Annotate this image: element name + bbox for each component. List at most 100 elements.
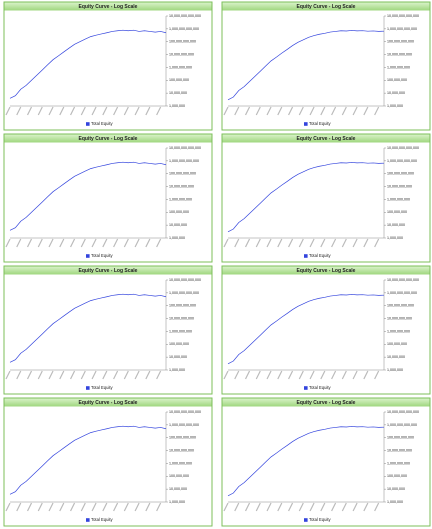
x-tick [255,238,261,248]
x-tick [309,370,315,380]
x-tick [156,238,162,248]
y-tick-label: 10,000,000 [387,487,405,491]
legend-swatch [86,386,90,390]
x-tick [255,370,261,380]
y-tick-label: 100,000,000 [169,342,189,346]
panel [221,265,431,395]
equity-line [9,293,167,363]
x-tick [134,238,140,248]
x-tick [374,238,380,248]
x-tick [37,370,43,380]
equity-line [9,29,167,99]
x-tick [288,502,294,512]
y-tick-label: 1,000,000,000,000 [169,423,199,427]
legend-label: Total Equity [91,385,114,390]
legend-swatch [86,254,90,258]
x-tick [352,502,358,512]
y-tick-label: 1,000,000,000,000 [169,159,199,163]
x-tick [255,106,261,116]
legend-label: Total Equity [91,253,114,258]
y-tick-label: 10,000,000 [387,91,405,95]
y-tick-label: 10,000,000,000,000 [169,278,201,282]
x-tick [298,370,304,380]
x-tick [277,106,283,116]
x-tick [91,370,97,380]
y-tick-label: 1,000,000,000 [169,329,192,333]
panel [3,133,213,263]
x-tick [288,370,294,380]
x-tick [113,370,119,380]
x-tick [244,502,251,512]
y-tick-label: 100,000,000 [387,342,407,346]
title-bar [4,134,212,143]
x-tick [59,238,65,248]
x-tick [91,106,97,116]
x-tick [266,106,272,116]
legend-label: Total Equity [309,253,332,258]
y-tick-label: 10,000,000 [387,223,405,227]
panel [3,397,213,527]
x-tick [156,502,162,512]
y-tick-label: 1,000,000 [169,368,185,372]
x-tick [234,370,240,380]
x-tick [91,238,97,248]
chart-title: Equity Curve - Log Scale [79,4,138,10]
legend-label: Total Equity [91,517,114,522]
legend-label: Total Equity [309,385,332,390]
x-tick [277,502,283,512]
chart-title: Equity Curve - Log Scale [297,136,356,142]
x-tick [145,238,151,248]
x-tick [156,370,162,380]
equity-line [227,294,385,365]
y-tick-label: 100,000,000,000 [387,436,414,440]
x-tick [341,106,347,116]
y-tick-label: 10,000,000,000 [387,53,412,57]
y-tick-label: 1,000,000,000,000 [387,291,417,295]
x-tick [309,106,315,116]
x-tick [298,238,304,248]
y-tick-label: 1,000,000,000 [387,197,410,201]
x-tick [266,502,272,512]
equity-line [9,425,167,495]
legend-label: Total Equity [309,517,332,522]
x-tick [70,370,76,380]
x-tick [223,238,229,248]
x-tick [59,370,65,380]
y-tick-label: 10,000,000 [169,355,187,359]
y-tick-label: 100,000,000,000 [169,172,196,176]
x-tick [134,370,140,380]
x-tick [16,106,22,116]
y-tick-label: 10,000,000,000 [169,53,194,57]
y-tick-label: 10,000,000,000 [387,317,412,321]
x-tick [244,370,251,380]
x-tick [244,106,251,116]
x-tick [363,370,369,380]
x-tick [320,106,326,116]
x-tick [113,502,119,512]
x-tick [123,238,129,248]
y-tick-label: 1,000,000 [169,236,185,240]
y-tick-label: 1,000,000 [169,104,185,108]
x-tick [255,502,261,512]
x-tick [363,238,369,248]
x-tick [266,238,272,248]
legend-swatch [304,122,308,126]
y-tick-label: 100,000,000 [387,210,407,214]
y-tick-label: 10,000,000,000 [387,449,412,453]
x-tick [331,370,337,380]
x-tick [37,238,43,248]
x-tick [102,502,108,512]
x-tick [331,106,337,116]
panel [221,133,431,263]
y-tick-label: 10,000,000,000,000 [169,14,201,18]
y-tick-label: 10,000,000,000 [169,317,194,321]
x-tick [223,370,229,380]
x-tick [331,502,337,512]
x-tick [223,106,229,116]
x-tick [26,502,33,512]
title-bar [222,266,430,275]
y-tick-label: 1,000,000,000 [387,329,410,333]
y-tick-label: 100,000,000,000 [169,436,196,440]
equity-line [9,161,167,231]
y-tick-label: 1,000,000 [387,236,403,240]
